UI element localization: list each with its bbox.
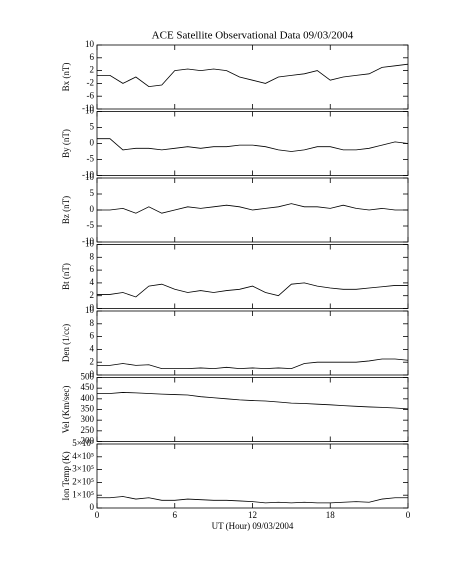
data-line (97, 203, 408, 214)
y-tick-label: 6 (90, 52, 95, 62)
y-tick-label: 0 (90, 369, 95, 379)
y-tick-label: 10 (85, 239, 95, 249)
y-tick-label: 400 (81, 393, 95, 403)
y-tick-label: 0 (90, 303, 95, 313)
plot-frame (96, 244, 409, 309)
y-tick-label: 0 (90, 502, 95, 512)
y-tick-label: 350 (81, 404, 95, 414)
y-tick-label: 2 (90, 356, 95, 366)
data-line (97, 282, 408, 298)
y-tick-label: 300 (81, 414, 95, 424)
y-tick-label: 200 (81, 436, 95, 446)
plot-frame (96, 377, 409, 442)
data-line (97, 63, 409, 88)
y-tick-label: 450 (81, 382, 95, 392)
data-line (97, 138, 409, 152)
y-tick-label: 500 (81, 372, 95, 382)
y-tick-label: -10 (82, 236, 94, 246)
plot-frame (96, 111, 409, 176)
y-tick-label: 2 (90, 290, 95, 300)
x-tick-label: 0 (406, 510, 411, 520)
y-tick-label: 10 (85, 172, 95, 182)
y-tick-label: 2 (90, 65, 95, 75)
y-tick-label: -6 (87, 90, 95, 100)
y-tick-label: 4 (90, 277, 95, 287)
y-tick-label: 250 (81, 425, 95, 435)
y-tick-label: 2×10⁵ (72, 476, 94, 486)
y-tick-label: 8 (90, 251, 95, 261)
y-tick-label: -10 (82, 170, 94, 180)
y-axis-label: Den (1/cc) (61, 324, 71, 362)
x-tick-label: 0 (95, 510, 100, 520)
y-tick-label: 1×10⁵ (72, 489, 94, 499)
y-tick-label: -5 (87, 154, 95, 164)
y-tick-label: 6 (90, 331, 95, 341)
y-tick-label: 4 (90, 343, 95, 353)
y-tick-label: -2 (87, 77, 95, 87)
y-tick-label: 8 (90, 318, 95, 328)
data-line (97, 496, 408, 504)
x-tick-label: 12 (248, 510, 257, 520)
chart-title: ACE Satellite Observational Data 09/03/2… (152, 30, 354, 42)
plot-frame (96, 44, 409, 110)
y-tick-label: -5 (87, 220, 95, 230)
y-tick-label: -10 (82, 103, 94, 113)
y-tick-label: 10 (85, 39, 95, 49)
data-line (97, 358, 409, 370)
y-tick-label: 5×10⁵ (72, 438, 94, 448)
x-tick-label: 6 (173, 510, 178, 520)
data-line (97, 392, 409, 410)
y-tick-label: 5 (90, 188, 95, 198)
y-tick-label: 5 (90, 122, 95, 132)
y-tick-label: 4×10⁵ (72, 451, 94, 461)
y-tick-label: 10 (85, 305, 95, 315)
y-tick-label: 10 (85, 106, 95, 116)
x-tick-label: 18 (326, 510, 336, 520)
y-axis-label: Bt (nT) (61, 263, 71, 290)
y-tick-label: 0 (90, 204, 95, 214)
x-axis-label: UT (Hour) 09/03/2004 (212, 521, 294, 531)
y-axis-label: Vel (Km/sec) (61, 386, 71, 434)
y-axis-label: Bx (nT) (61, 63, 71, 92)
y-tick-label: 0 (90, 138, 95, 148)
y-tick-label: 6 (90, 264, 95, 274)
y-axis-label: By (nT) (61, 129, 71, 158)
y-axis-label: Bz (nT) (61, 196, 71, 224)
y-axis-label: Ion Temp (K) (61, 451, 71, 500)
y-tick-label: 3×10⁵ (72, 464, 94, 474)
